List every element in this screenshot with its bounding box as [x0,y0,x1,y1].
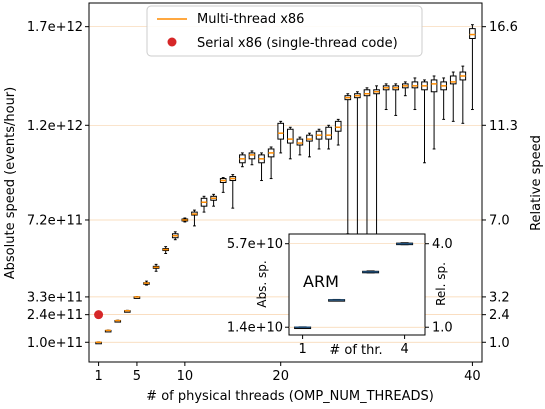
box-plot [411,77,419,111]
y-tick-label-right: 7.0 [489,213,510,228]
box-plot [181,217,189,223]
box-plot [344,93,352,235]
legend: Multi-thread x86 Serial x86 (single-thre… [146,5,423,57]
box-plot [124,309,131,313]
box-plot [248,150,256,166]
box-plot [459,65,467,124]
box-plot [382,83,390,111]
box-plot [449,71,457,122]
box-plot [392,83,400,116]
box-plot [104,329,112,333]
box-plot [325,124,332,150]
y-tick-label: 2.4e+11 [27,308,83,323]
box-plot [258,152,265,182]
y-tick-label-right: 4.0 [432,237,453,252]
box [277,122,285,140]
x-tick-label: 5 [133,369,141,384]
box [325,126,332,140]
box-plot [239,152,246,168]
box-plot [421,79,428,164]
box-plot [315,128,323,150]
y-tick-label: 7.2e+11 [27,213,83,228]
main-plot-frame [88,2,483,363]
y-tick-label: 5.7e+10 [227,237,283,252]
box-plot [440,77,447,120]
box-plot [171,231,179,241]
y-tick-label: 1.4e+10 [227,321,283,336]
box-plot [469,24,476,111]
serial-point [94,310,104,320]
box [306,134,313,142]
box [469,28,476,40]
y-tick-label: 3.3e+11 [27,290,83,305]
box [286,128,294,144]
x-tick-label: 10 [177,369,194,384]
legend-entry-serial: Serial x86 (single-thread code) [197,36,398,51]
x-tick-label: 20 [272,369,289,384]
inset-y-axis-label-right: Rel. sp. [434,262,448,306]
inset-title: ARM [303,272,339,291]
box-plot [143,280,150,286]
main-axes: 1.0e+11 2.4e+11 3.3e+11 7.2e+11 1.2e+12 1.7e+… [27,20,518,384]
box-plot [354,91,361,255]
box [411,81,419,89]
y-tick-label-right: 3.2 [489,290,510,305]
box-plot [402,81,409,97]
box [334,120,342,132]
inset-y-axis-label: Abs. sp. [255,260,269,307]
y-tick-label-right: 16.6 [489,20,518,35]
x-tick-label: 4 [400,342,408,357]
box-plot [396,242,414,246]
legend-frame [146,5,423,57]
inset-x-axis-label: # of thr. [329,343,382,358]
box-plot [219,177,227,193]
box [363,89,371,97]
box-plot [133,296,141,299]
y-tick-label-right: 2.4 [489,308,510,323]
y-axis-label-right: Relative speed [529,135,544,231]
box-plot [95,341,102,345]
box-plot [296,136,304,156]
box-plot [306,132,313,158]
legend-entry-multithread: Multi-thread x86 [197,12,304,27]
y-tick-label: 1.0e+11 [27,336,83,351]
box-plot [294,326,312,330]
y-tick-label-right: 11.3 [489,119,518,134]
x-tick-label: 1 [94,369,102,384]
serial-points [94,310,104,320]
box-plot [334,118,342,146]
y-tick-label-right: 1.0 [489,336,510,351]
box-plot [286,126,294,160]
box-plot [328,298,346,302]
main-boxes [95,24,476,345]
inset-chart: 1.4e+10 5.7e+10 1.0 4.0 1 4 ARM # of thr. Abs… [227,233,453,358]
box-plot [114,319,122,323]
y-tick-label: 1.2e+12 [27,119,83,134]
box-plot [152,263,160,272]
inset-axes: 1.4e+10 5.7e+10 1.0 4.0 1 4 [227,237,453,357]
x-axis-label: # of physical threads (OMP_NUM_THREADS) [146,389,434,404]
y-axis-label: Absolute speed (events/hour) [3,87,18,279]
legend-dot-marker [167,37,177,47]
box-plot [191,209,198,227]
box [430,79,438,93]
x-tick-label: 40 [464,369,481,384]
box-plot [267,146,275,180]
box-plot [210,193,217,207]
y-tick-label: 1.7e+12 [27,20,83,35]
x-tick-label: 1 [298,342,306,357]
box [248,152,256,160]
box-plot [277,120,285,154]
box-plot [362,270,380,274]
inset-plot-frame [288,233,426,336]
box-plot [430,75,438,150]
box [296,138,304,146]
box-plot [200,195,208,213]
box-plot [229,174,237,209]
inset-boxes [294,242,414,330]
box [449,75,457,85]
y-tick-label-right: 1.0 [432,321,453,336]
box-plot [162,246,169,255]
